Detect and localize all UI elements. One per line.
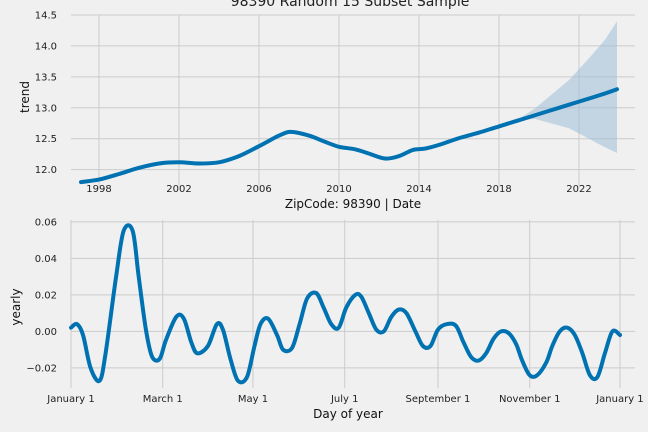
- trend-y-tick-label: 12.5: [35, 134, 57, 145]
- yearly-panel: January 1 March 1 May 1 July 1 September 1 No…: [9, 217, 644, 421]
- trend-y-tick-label: 13.5: [35, 72, 57, 83]
- trend-y-tick-label: 13.0: [35, 103, 57, 114]
- trend-panel: 1998 2002 2006 2010 2014 2018 2022 12.0 12.5 13.…: [18, 0, 635, 211]
- trend-uncertainty-band: [519, 21, 617, 154]
- yearly-plot-area: [71, 220, 635, 388]
- yearly-x-tick-label: November 1: [499, 394, 561, 405]
- yearly-y-tick-label: −0.02: [26, 363, 57, 374]
- trend-x-axis-label: ZipCode: 98390 | Date: [285, 197, 421, 211]
- trend-x-tick-label: 2022: [566, 184, 591, 195]
- trend-x-tick-label: 2018: [486, 184, 511, 195]
- trend-x-tick-label: 2006: [246, 184, 271, 195]
- yearly-y-tick-labels: 0.06 0.04 0.02 0.00 −0.02: [26, 217, 57, 374]
- trend-plot-area: [71, 15, 635, 187]
- yearly-x-tick-labels: January 1 March 1 May 1 July 1 September 1 No…: [46, 394, 643, 405]
- trend-x-tick-label: 2002: [166, 184, 191, 195]
- chart-title: 98390 Random 15 Subset Sample: [231, 0, 470, 10]
- trend-y-tick-label: 14.0: [35, 41, 57, 52]
- trend-x-tick-labels: 1998 2002 2006 2010 2014 2018 2022: [86, 184, 591, 195]
- trend-y-tick-label: 12.0: [35, 165, 57, 176]
- yearly-y-tick-label: 0.00: [35, 327, 57, 338]
- yearly-x-tick-label: September 1: [406, 394, 471, 405]
- yearly-y-tick-label: 0.04: [35, 254, 57, 265]
- yearly-x-tick-label: March 1: [143, 394, 183, 405]
- yearly-y-tick-label: 0.06: [35, 217, 57, 228]
- trend-y-tick-labels: 12.0 12.5 13.0 13.5 14.0 14.5: [35, 11, 57, 177]
- trend-x-tick-label: 1998: [86, 184, 111, 195]
- yearly-x-tick-label: May 1: [238, 394, 268, 405]
- yearly-y-tick-label: 0.02: [35, 290, 57, 301]
- yearly-x-tick-label: January 1: [46, 394, 94, 405]
- trend-x-tick-label: 2010: [326, 184, 351, 195]
- trend-y-tick-label: 14.5: [35, 11, 57, 22]
- trend-y-axis-label: trend: [18, 81, 32, 113]
- yearly-seasonality-line: [69, 223, 622, 385]
- trend-line: [79, 87, 619, 185]
- trend-x-tick-label: 2014: [406, 184, 431, 195]
- yearly-x-axis-label: Day of year: [313, 407, 383, 421]
- yearly-x-tick-label: January 1: [595, 394, 643, 405]
- yearly-x-tick-label: July 1: [330, 394, 359, 405]
- yearly-y-axis-label: yearly: [9, 288, 23, 325]
